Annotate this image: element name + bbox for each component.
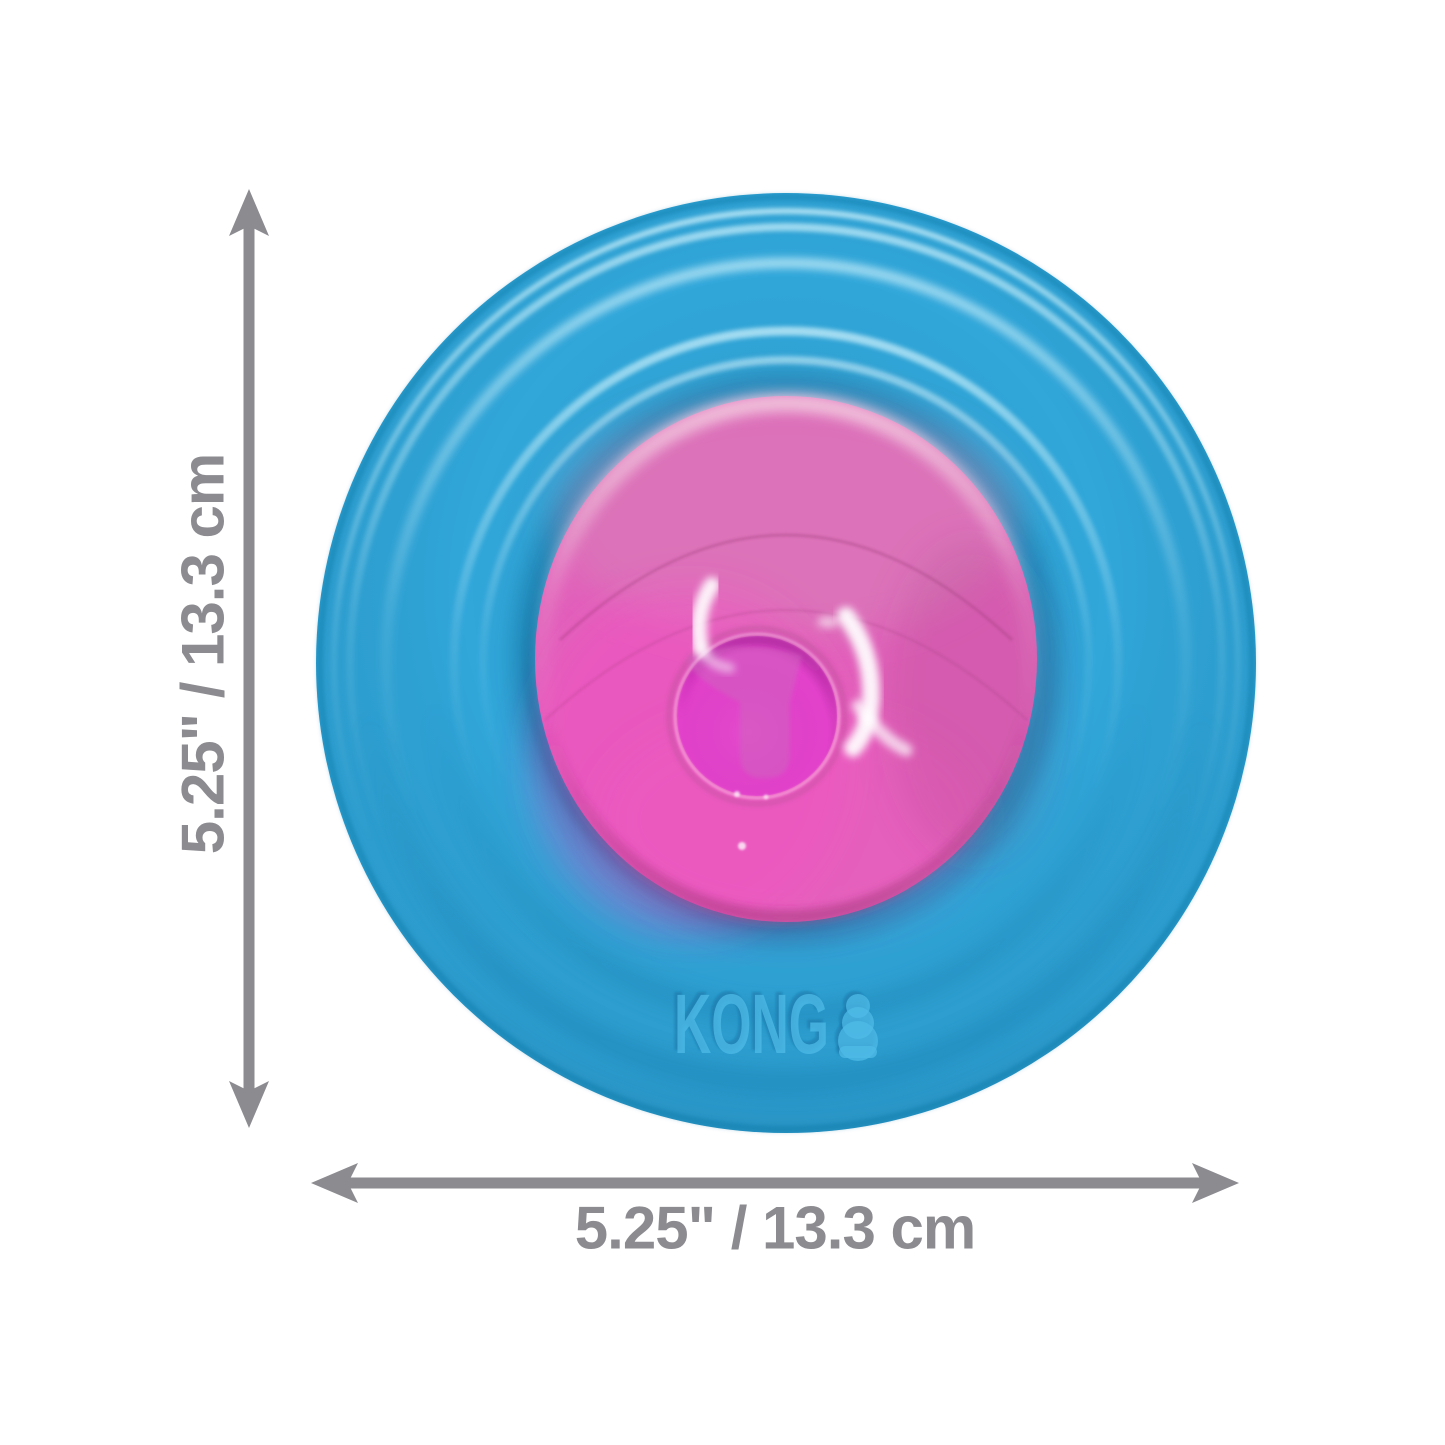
width-dimension-label: 5.25" / 13.3 cm [574,1194,976,1262]
ring-grooves [331,208,1241,1118]
gloss-highlights [691,577,913,850]
kong-icon [838,994,878,1061]
kong-logo-shadow: KONG [671,974,826,1068]
kong-logo-text: KONG [674,977,829,1071]
height-arrow-head-bottom [229,1081,269,1128]
width-arrow-head-right [1192,1163,1239,1203]
treat-opening [686,646,802,778]
height-dimension-arrow [229,189,269,1128]
height-dimension-label: 5.25" / 13.3 cm [169,453,237,855]
width-dimension-arrow [311,1163,1239,1203]
height-arrow-head-top [229,189,269,236]
width-arrow-head-left [311,1163,358,1203]
toy-graphic: KONG KONG [316,193,1256,1133]
kong-logo: KONG KONG [671,974,878,1071]
dispense-hole [666,625,848,807]
ball-seam [558,533,1014,642]
toy-outer-rim-edge [317,194,1255,1132]
ball-seam [544,608,1028,721]
